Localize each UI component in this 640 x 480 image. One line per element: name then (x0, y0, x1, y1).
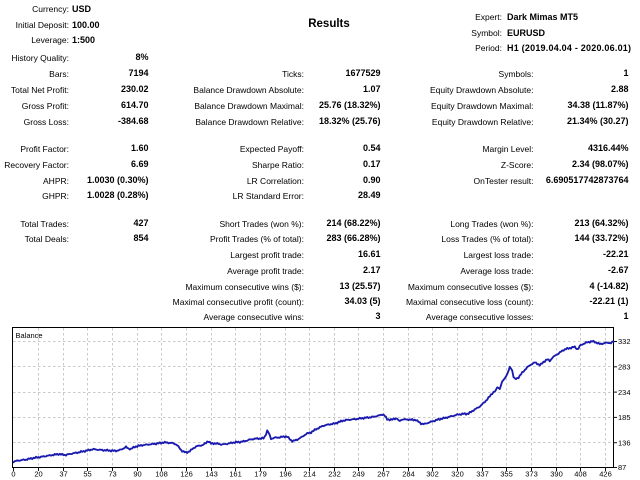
svg-text:143: 143 (205, 470, 218, 479)
svg-text:179: 179 (254, 470, 267, 479)
svg-text:355: 355 (500, 470, 513, 479)
svg-text:73: 73 (108, 470, 116, 479)
svg-text:37: 37 (59, 470, 67, 479)
svg-text:332: 332 (618, 337, 631, 346)
svg-text:337: 337 (476, 470, 489, 479)
svg-text:267: 267 (377, 470, 390, 479)
svg-text:249: 249 (352, 470, 365, 479)
svg-text:55: 55 (83, 470, 91, 479)
svg-text:87: 87 (618, 463, 626, 472)
svg-text:108: 108 (155, 470, 168, 479)
svg-text:320: 320 (451, 470, 464, 479)
svg-text:90: 90 (133, 470, 141, 479)
svg-text:0: 0 (11, 470, 15, 479)
svg-text:373: 373 (525, 470, 538, 479)
svg-text:234: 234 (618, 388, 631, 397)
svg-text:408: 408 (574, 470, 587, 479)
svg-text:214: 214 (303, 470, 316, 479)
svg-text:Balance: Balance (16, 331, 43, 340)
svg-text:283: 283 (618, 363, 631, 372)
svg-text:20: 20 (34, 470, 42, 479)
svg-text:136: 136 (618, 438, 631, 447)
svg-text:185: 185 (618, 413, 631, 422)
svg-text:126: 126 (180, 470, 193, 479)
svg-text:232: 232 (328, 470, 341, 479)
svg-text:302: 302 (426, 470, 439, 479)
svg-text:284: 284 (402, 470, 415, 479)
svg-text:426: 426 (599, 470, 612, 479)
svg-text:196: 196 (279, 470, 292, 479)
svg-text:161: 161 (229, 470, 242, 479)
svg-text:390: 390 (550, 470, 563, 479)
